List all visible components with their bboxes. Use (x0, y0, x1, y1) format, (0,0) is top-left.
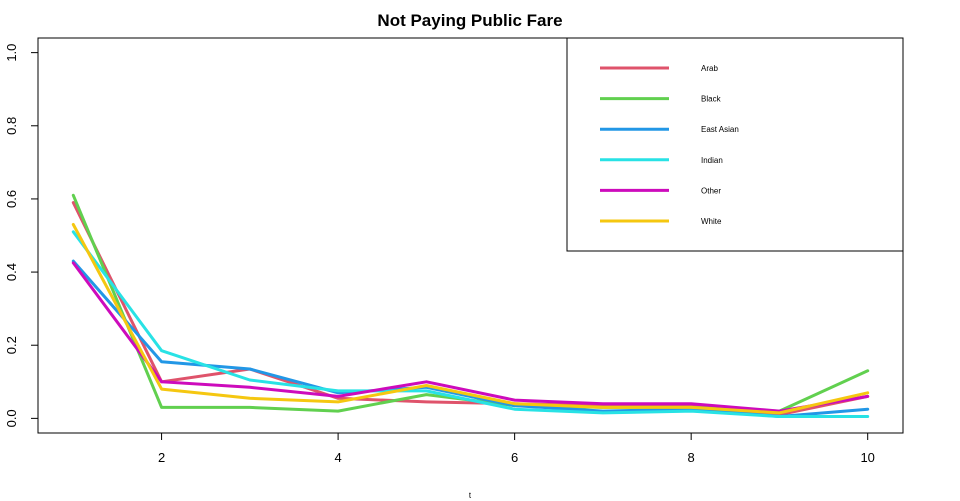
y-tick-label: 1.0 (4, 44, 19, 62)
y-tick-label: 0.2 (4, 336, 19, 354)
x-tick-label: 4 (334, 450, 341, 465)
legend-label-other: Other (701, 186, 721, 195)
y-tick-label: 0.4 (4, 263, 19, 281)
legend-label-black: Black (701, 95, 722, 104)
x-tick-label: 6 (511, 450, 518, 465)
series-line-white (71, 223, 870, 415)
legend-box (566, 37, 904, 252)
y-tick-label: 0.0 (4, 409, 19, 427)
x-tick-label: 2 (158, 450, 165, 465)
chart-title: Not Paying Public Fare (377, 11, 562, 30)
x-axis-label: t (469, 491, 472, 500)
y-tick-label: 0.8 (4, 117, 19, 135)
x-tick-label: 8 (688, 450, 695, 465)
legend-label-white: White (701, 217, 722, 226)
y-tick-label: 0.6 (4, 190, 19, 208)
legend: Arab Black East Asian Indian Other White (566, 37, 904, 252)
legend-label-arab: Arab (701, 64, 718, 73)
axes: 2 4 6 8 10 0.0 0.2 0.4 0.6 0.8 1.0 (4, 44, 875, 465)
series-line-other (71, 261, 870, 413)
series-lines (71, 193, 870, 418)
legend-label-east-asian: East Asian (701, 125, 739, 134)
x-tick-label: 10 (860, 450, 874, 465)
series-line-indian (71, 230, 870, 418)
legend-label-indian: Indian (701, 156, 723, 165)
